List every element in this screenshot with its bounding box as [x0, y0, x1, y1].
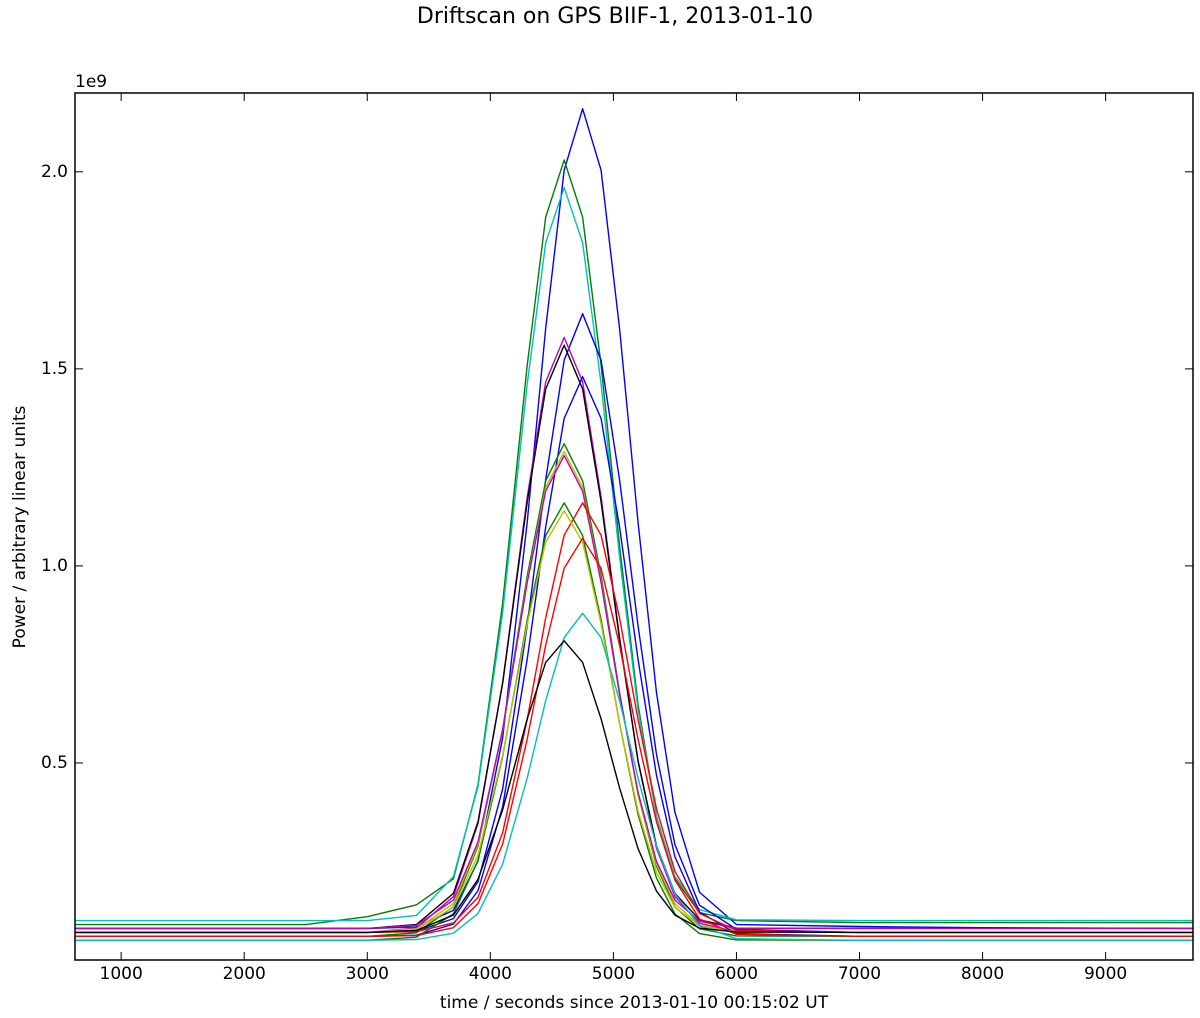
x-tick-label: 5000 [592, 964, 635, 984]
x-axis-label: time / seconds since 2013-01-10 00:15:02… [440, 993, 829, 1013]
x-tick-label: 4000 [469, 964, 512, 984]
data-line [75, 454, 1193, 930]
data-line [75, 537, 1193, 938]
y-axis-label: Power / arbitrary linear units [10, 406, 30, 649]
y-tick-label: 1.0 [41, 556, 68, 576]
y-offset-label: 1e9 [75, 72, 107, 92]
x-tick-label: 8000 [961, 964, 1004, 984]
data-line [75, 186, 1193, 922]
x-tick-label: 7000 [838, 964, 881, 984]
y-tick-label: 2.0 [41, 162, 68, 182]
y-tick-label: 1.5 [41, 359, 68, 379]
data-line [75, 612, 1193, 941]
data-line [75, 640, 1193, 934]
x-tick-label: 9000 [1084, 964, 1127, 984]
x-tick-label: 6000 [715, 964, 758, 984]
plot-frame [74, 92, 1194, 961]
x-tick-label: 2000 [223, 964, 266, 984]
chart-title: Driftscan on GPS BIIF-1, 2013-01-10 [417, 4, 813, 29]
data-line [75, 108, 1194, 930]
x-tick-label: 3000 [346, 964, 389, 984]
y-tick-label: 0.5 [41, 753, 68, 773]
x-tick-label: 1000 [100, 964, 143, 984]
